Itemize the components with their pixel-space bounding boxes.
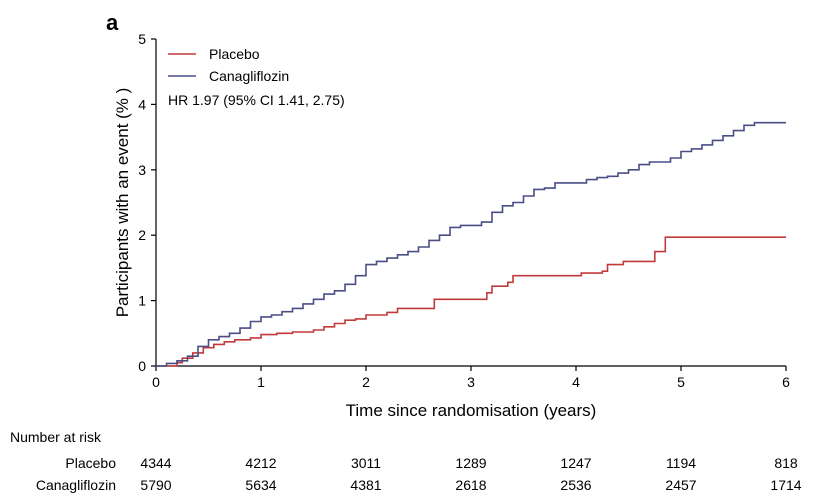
x-tick-label: 3	[467, 374, 475, 390]
risk-row-label: Canagliflozin	[36, 477, 116, 493]
x-tick-label: 2	[362, 374, 370, 390]
risk-table-title: Number at risk	[10, 429, 102, 445]
risk-value: 5790	[140, 477, 171, 493]
risk-value: 1714	[770, 477, 801, 493]
x-tick-label: 4	[572, 374, 580, 390]
y-tick-label: 0	[138, 358, 146, 374]
y-tick-label: 5	[138, 31, 146, 47]
risk-value: 4212	[245, 455, 276, 471]
text-layer: 0 1 2 3 4 5 6 0 1 2 3 4 5 a Time since randomisation (…	[10, 10, 802, 493]
hr-annotation: HR 1.97 (95% CI 1.41, 2.75)	[168, 92, 345, 108]
risk-value: 2536	[560, 477, 591, 493]
series-line-canagliflozin	[156, 121, 786, 367]
risk-value: 5634	[245, 477, 276, 493]
risk-value: 1194	[666, 455, 696, 471]
risk-value: 4381	[350, 477, 381, 493]
axes-layer	[151, 38, 787, 371]
x-tick-label: 1	[257, 374, 265, 390]
legend-label-placebo: Placebo	[209, 46, 260, 62]
x-tick-label: 0	[152, 374, 160, 390]
x-axis-title: Time since randomisation (years)	[346, 401, 597, 420]
risk-value: 2618	[455, 477, 486, 493]
risk-value: 3011	[351, 455, 381, 471]
risk-value: 1247	[560, 455, 591, 471]
legend-label-canagliflozin: Canagliflozin	[209, 68, 289, 84]
risk-value: 1289	[455, 455, 486, 471]
y-tick-label: 1	[138, 293, 146, 309]
risk-value: 818	[774, 455, 798, 471]
series-line-placebo	[156, 236, 786, 367]
x-tick-label: 5	[677, 374, 685, 390]
risk-row-label: Placebo	[65, 455, 116, 471]
y-axis-title: Participants with an event (% )	[113, 88, 132, 318]
panel-label: a	[106, 10, 119, 35]
y-tick-label: 2	[138, 227, 146, 243]
x-tick-label: 6	[782, 374, 790, 390]
risk-value: 4344	[140, 455, 171, 471]
series-layer	[156, 121, 786, 367]
y-tick-label: 4	[138, 96, 146, 112]
risk-value: 2457	[665, 477, 696, 493]
y-tick-label: 3	[138, 162, 146, 178]
